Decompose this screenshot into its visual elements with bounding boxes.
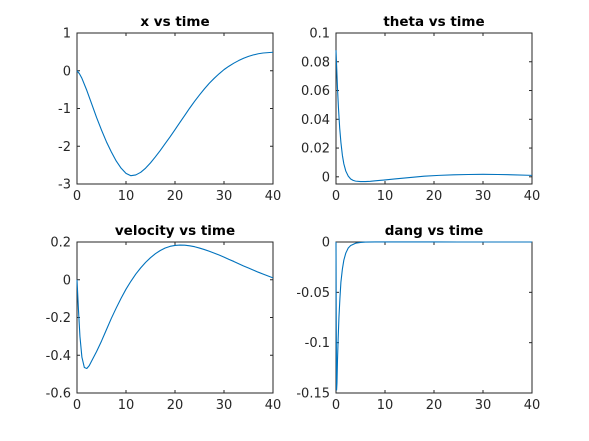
y-tick-label: 0: [322, 170, 330, 185]
axes-box: [335, 241, 533, 394]
y-tick-label: -1: [58, 102, 71, 117]
y-tick-label: 0: [63, 64, 71, 79]
x-tick-label: 40: [265, 189, 282, 204]
series-line-velocity: [76, 244, 274, 370]
x-tick-label: 0: [73, 398, 81, 413]
y-tick-label: 0.08: [301, 55, 330, 70]
x-tick-label: 20: [167, 189, 184, 204]
series-line-theta: [335, 50, 533, 183]
x-tick-label: 10: [377, 189, 394, 204]
y-tick-label: 0.02: [301, 142, 330, 157]
x-tick-label: 0: [332, 398, 340, 413]
x-tick-label: 30: [216, 189, 233, 204]
chart-title: theta vs time: [383, 14, 484, 30]
y-tick-label: -0.6: [46, 387, 71, 402]
x-tick-label: 20: [167, 398, 184, 413]
y-tick-label: 1: [63, 27, 71, 42]
x-tick-label: 30: [475, 398, 492, 413]
y-tick-label: 0.2: [50, 236, 71, 251]
chart-title: dang vs time: [385, 223, 484, 239]
axes-box: [335, 32, 533, 185]
axes-box: [76, 32, 274, 185]
x-tick-label: 40: [524, 398, 541, 413]
y-tick-label: 0.1: [309, 27, 330, 42]
y-tick-label: -2: [58, 140, 71, 155]
series-line-x: [76, 51, 274, 177]
y-tick-label: -0.1: [305, 336, 330, 351]
y-tick-label: 0.04: [301, 113, 330, 128]
chart-title: x vs time: [140, 14, 209, 30]
series-line-dang: [335, 241, 532, 391]
x-tick-label: 40: [524, 189, 541, 204]
x-tick-label: 10: [377, 398, 394, 413]
y-tick-label: -0.05: [296, 286, 330, 301]
subplot-theta: theta vs time 0 10 20 30 40 0 0.02 0.04 0.06 0.08 0…: [301, 14, 540, 204]
x-tick-label: 10: [118, 398, 135, 413]
x-tick-label: 30: [475, 189, 492, 204]
y-tick-label: 0: [63, 273, 71, 288]
subplot-velocity: velocity vs time 0 10 20 30 40 -0.6 -0.4 -0.2 0 0.…: [46, 223, 282, 413]
chart-title: velocity vs time: [115, 223, 235, 239]
subplot-dang: dang vs time 0 10 20 30 40 -0.15 -0.1 -0.05 0: [296, 223, 540, 413]
y-tick-label: -0.2: [46, 311, 71, 326]
x-tick-label: 20: [426, 189, 443, 204]
y-tick-label: -3: [58, 178, 71, 193]
x-tick-label: 40: [265, 398, 282, 413]
x-tick-label: 30: [216, 398, 233, 413]
x-tick-label: 20: [426, 398, 443, 413]
y-tick-label: -0.4: [46, 349, 71, 364]
y-tick-label: 0: [322, 236, 330, 251]
y-tick-label: -0.15: [296, 387, 330, 402]
subplot-grid: x vs time 0 10 20 30 40 -3 -2 -1 0 1 theta vs time 0…: [46, 14, 541, 413]
subplot-x: x vs time 0 10 20 30 40 -3 -2 -1 0 1: [58, 14, 281, 204]
x-tick-label: 0: [332, 189, 340, 204]
axes-box: [76, 241, 274, 394]
x-tick-label: 10: [118, 189, 135, 204]
x-tick-label: 0: [73, 189, 81, 204]
y-tick-label: 0.06: [301, 84, 330, 99]
